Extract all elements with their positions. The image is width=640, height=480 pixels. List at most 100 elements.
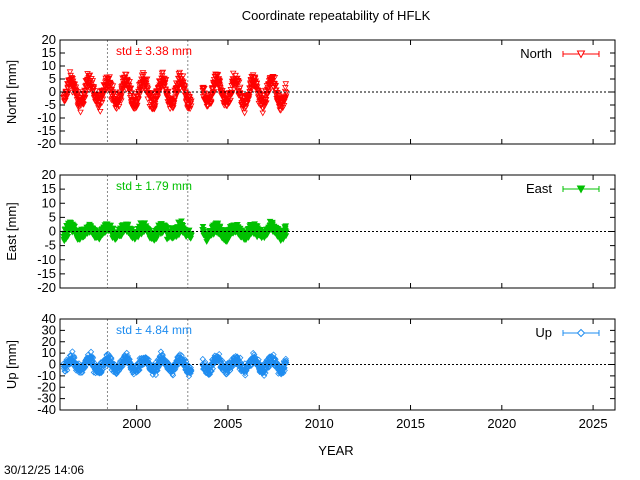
data-point xyxy=(281,364,288,371)
data-point xyxy=(154,94,162,101)
data-point xyxy=(71,354,78,362)
data-point xyxy=(176,69,184,76)
data-point xyxy=(201,90,208,97)
y-tick-label: -10 xyxy=(37,368,56,383)
x-tick-label: 2000 xyxy=(122,416,151,431)
x-tick-label: 2020 xyxy=(487,416,516,431)
data-point xyxy=(187,364,194,371)
data-point xyxy=(170,366,177,374)
data-point xyxy=(275,96,283,102)
data-point xyxy=(63,367,71,374)
data-point xyxy=(283,359,290,366)
data-points-up xyxy=(60,348,290,380)
data-point xyxy=(217,86,225,93)
data-point xyxy=(204,102,211,109)
x-tick-label: 2005 xyxy=(213,416,242,431)
data-point xyxy=(206,369,213,376)
legend-label-up: Up xyxy=(535,325,552,340)
data-point xyxy=(143,355,151,362)
x-tick-label: 2010 xyxy=(305,416,334,431)
data-point xyxy=(204,103,212,110)
y-tick-label: 40 xyxy=(42,311,56,326)
y-axis-label-north: North [mm] xyxy=(4,60,19,124)
data-point xyxy=(262,369,269,377)
data-point xyxy=(62,368,69,375)
data-point xyxy=(185,105,193,112)
data-point xyxy=(136,92,143,99)
data-point xyxy=(66,69,74,76)
data-point xyxy=(210,90,218,97)
data-point xyxy=(272,83,280,90)
data-point xyxy=(227,87,235,93)
y-tick-label: -20 xyxy=(37,280,56,295)
data-point xyxy=(237,91,244,97)
data-point xyxy=(227,97,234,104)
data-point xyxy=(180,79,187,86)
data-point xyxy=(90,85,98,92)
data-point xyxy=(181,356,188,363)
data-point xyxy=(140,71,148,78)
data-point xyxy=(152,371,160,379)
data-point xyxy=(109,83,117,90)
data-point xyxy=(263,100,270,107)
y-axis-label-east: East [mm] xyxy=(4,202,19,261)
y-tick-label: -20 xyxy=(37,379,56,394)
data-point xyxy=(92,88,99,95)
data-point xyxy=(143,76,151,83)
data-point xyxy=(99,96,107,103)
data-point xyxy=(228,91,236,98)
legend-marker-north xyxy=(576,50,586,59)
data-point xyxy=(96,108,104,115)
data-point xyxy=(89,78,97,84)
data-point xyxy=(208,99,215,106)
data-point xyxy=(245,235,252,241)
data-point xyxy=(107,87,115,94)
data-point xyxy=(135,96,142,103)
data-point xyxy=(217,85,224,91)
data-point xyxy=(181,85,189,92)
data-point xyxy=(274,362,281,369)
data-point xyxy=(241,110,248,117)
data-point xyxy=(136,366,143,374)
data-point xyxy=(216,223,224,230)
y-tick-label: 20 xyxy=(42,32,56,47)
data-point xyxy=(90,84,97,91)
data-point xyxy=(245,363,252,370)
data-point xyxy=(174,90,181,97)
y-tick-label: 20 xyxy=(42,167,56,182)
data-point xyxy=(232,72,239,79)
y-axis-label-up: Up [mm] xyxy=(4,340,19,389)
data-point xyxy=(255,356,262,363)
data-point xyxy=(107,82,115,89)
data-point xyxy=(123,71,130,78)
y-tick-label: -5 xyxy=(44,238,56,253)
data-point xyxy=(109,226,117,233)
y-tick-label: 0 xyxy=(49,84,56,99)
y-tick-label: -30 xyxy=(37,391,56,406)
data-point xyxy=(145,356,152,363)
data-point xyxy=(199,223,207,230)
legend-label-north: North xyxy=(520,46,552,61)
data-point xyxy=(71,81,79,88)
data-point xyxy=(81,87,88,94)
data-point xyxy=(69,348,76,355)
data-point xyxy=(165,359,172,367)
y-tick-label: 5 xyxy=(49,71,56,86)
data-point xyxy=(282,355,289,363)
timestamp: 30/12/25 14:06 xyxy=(4,463,84,477)
data-point xyxy=(126,79,133,85)
data-point xyxy=(216,78,224,85)
chart-title: Coordinate repeatability of HFLK xyxy=(242,8,431,23)
data-point xyxy=(237,354,244,361)
y-tick-label: 0 xyxy=(49,224,56,239)
data-point xyxy=(130,106,138,113)
y-tick-label: -40 xyxy=(37,402,56,417)
data-point xyxy=(279,366,287,374)
data-point xyxy=(70,354,77,362)
data-point xyxy=(251,75,259,82)
data-point xyxy=(89,354,97,361)
data-point xyxy=(246,90,254,97)
data-point xyxy=(265,89,273,96)
